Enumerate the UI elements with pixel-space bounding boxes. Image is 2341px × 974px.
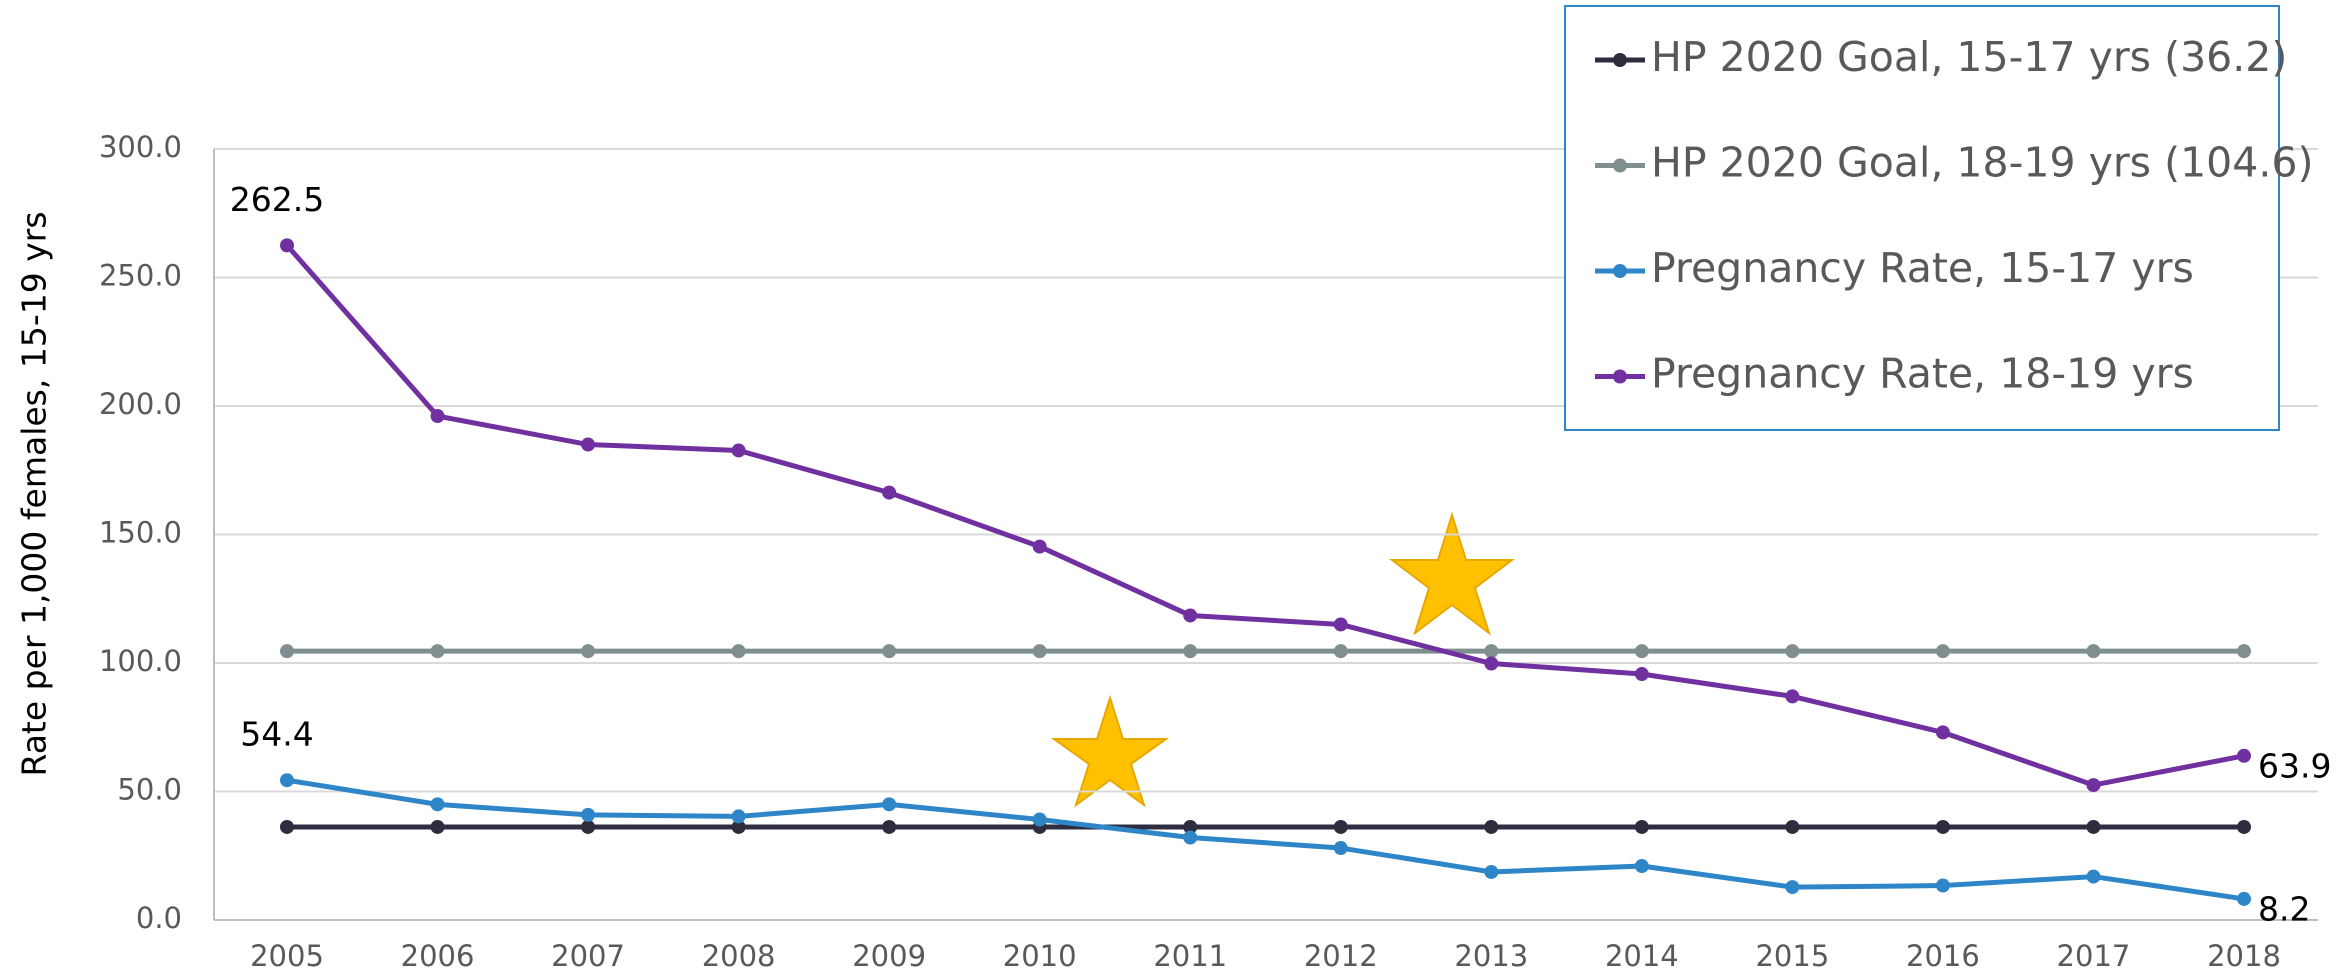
star-decoration — [1389, 511, 1515, 636]
data-point — [280, 238, 294, 253]
data-point — [1032, 644, 1047, 659]
data-point — [581, 819, 596, 834]
data-point — [1333, 819, 1348, 834]
data-label: 262.5 — [230, 180, 324, 219]
data-point — [882, 819, 897, 834]
data-point — [1333, 617, 1348, 632]
x-tick-label: 2012 — [1304, 939, 1378, 970]
legend-swatch — [1613, 158, 1627, 173]
data-point — [731, 809, 746, 824]
data-point — [2237, 891, 2251, 906]
x-tick-label: 2016 — [1906, 939, 1980, 970]
data-point — [581, 807, 596, 822]
x-tick-label: 2006 — [401, 939, 475, 970]
data-point — [731, 443, 746, 458]
data-point — [1183, 608, 1198, 623]
x-tick-label: 2015 — [1755, 939, 1829, 970]
data-point — [1785, 880, 1800, 895]
data-point — [882, 644, 897, 659]
star-decoration — [1050, 694, 1170, 808]
data-point — [430, 409, 445, 424]
data-point — [882, 797, 897, 812]
data-point — [2237, 644, 2251, 659]
data-point — [2086, 644, 2101, 659]
data-point — [1935, 878, 1950, 893]
legend-label: Pregnancy Rate, 18-19 yrs — [1651, 350, 2194, 398]
data-point — [1785, 644, 1800, 659]
data-label: 54.4 — [240, 715, 313, 754]
x-tick-label: 2018 — [2207, 939, 2281, 970]
legend: HP 2020 Goal, 15-17 yrs (36.2) HP 2020 Go… — [1564, 5, 2313, 431]
x-tick-label: 2011 — [1153, 939, 1227, 970]
data-point — [430, 797, 445, 812]
x-tick-label: 2014 — [1605, 939, 1679, 970]
x-tick-label: 2013 — [1454, 939, 1528, 970]
legend-box — [1564, 5, 2280, 431]
legend-swatch — [1613, 264, 1627, 278]
data-point — [280, 773, 294, 788]
data-point — [581, 644, 596, 659]
x-tick-label: 2005 — [250, 939, 324, 970]
data-point — [2237, 819, 2251, 834]
data-point — [1333, 644, 1348, 659]
data-point — [1935, 725, 1950, 740]
data-point — [1634, 667, 1649, 682]
series-line — [285, 243, 2245, 788]
y-tick-label: 100.0 — [99, 644, 182, 678]
series-line — [286, 777, 2245, 902]
data-point — [430, 819, 445, 834]
data-point — [1032, 812, 1047, 827]
data-point — [1032, 539, 1047, 554]
data-point — [581, 437, 596, 452]
data-point — [1183, 644, 1198, 659]
data-label: 63.9 — [2258, 746, 2331, 785]
y-tick-label: 250.0 — [99, 259, 182, 293]
data-point — [1484, 819, 1499, 834]
x-tick-label: 2010 — [1003, 939, 1077, 970]
y-axis-title: Rate per 1,000 females, 15-19 yrs — [15, 211, 54, 776]
data-point — [1484, 656, 1499, 671]
data-point — [1785, 689, 1800, 704]
y-tick-label: 50.0 — [117, 773, 182, 807]
data-point — [731, 644, 746, 659]
data-point — [280, 819, 294, 834]
data-point — [1183, 819, 1198, 834]
data-point — [1183, 830, 1198, 845]
data-point — [1634, 644, 1649, 659]
y-tick-label: 300.0 — [99, 130, 182, 164]
data-label: 8.2 — [2258, 889, 2310, 928]
data-point — [1634, 859, 1649, 874]
x-tick-label: 2008 — [702, 939, 776, 970]
data-point — [2086, 778, 2101, 793]
data-point — [430, 644, 445, 659]
legend-label: Pregnancy Rate, 15-17 yrs — [1651, 244, 2194, 292]
data-point — [280, 644, 294, 659]
data-point — [1484, 864, 1499, 879]
data-point — [2086, 819, 2101, 834]
data-point — [2237, 748, 2251, 763]
legend-swatch — [1613, 53, 1627, 67]
y-tick-label: 200.0 — [99, 387, 182, 421]
legend-label: HP 2020 Goal, 15-17 yrs (36.2) — [1651, 33, 2287, 81]
data-point — [731, 819, 746, 834]
y-tick-label: 150.0 — [99, 516, 182, 550]
legend-label: HP 2020 Goal, 18-19 yrs (104.6) — [1651, 139, 2313, 187]
data-point — [1935, 819, 1950, 834]
x-tick-label: 2009 — [852, 939, 926, 970]
data-point — [1333, 841, 1348, 856]
data-point — [1634, 819, 1649, 834]
data-point — [1935, 644, 1950, 659]
data-point — [1484, 644, 1499, 659]
y-tick-label: 0.0 — [136, 901, 182, 935]
data-point — [2086, 869, 2101, 884]
data-point — [882, 485, 897, 500]
x-tick-label: 2017 — [2057, 939, 2131, 970]
legend-swatch — [1613, 369, 1627, 384]
x-tick-label: 2007 — [551, 939, 625, 970]
data-point — [1785, 819, 1800, 834]
